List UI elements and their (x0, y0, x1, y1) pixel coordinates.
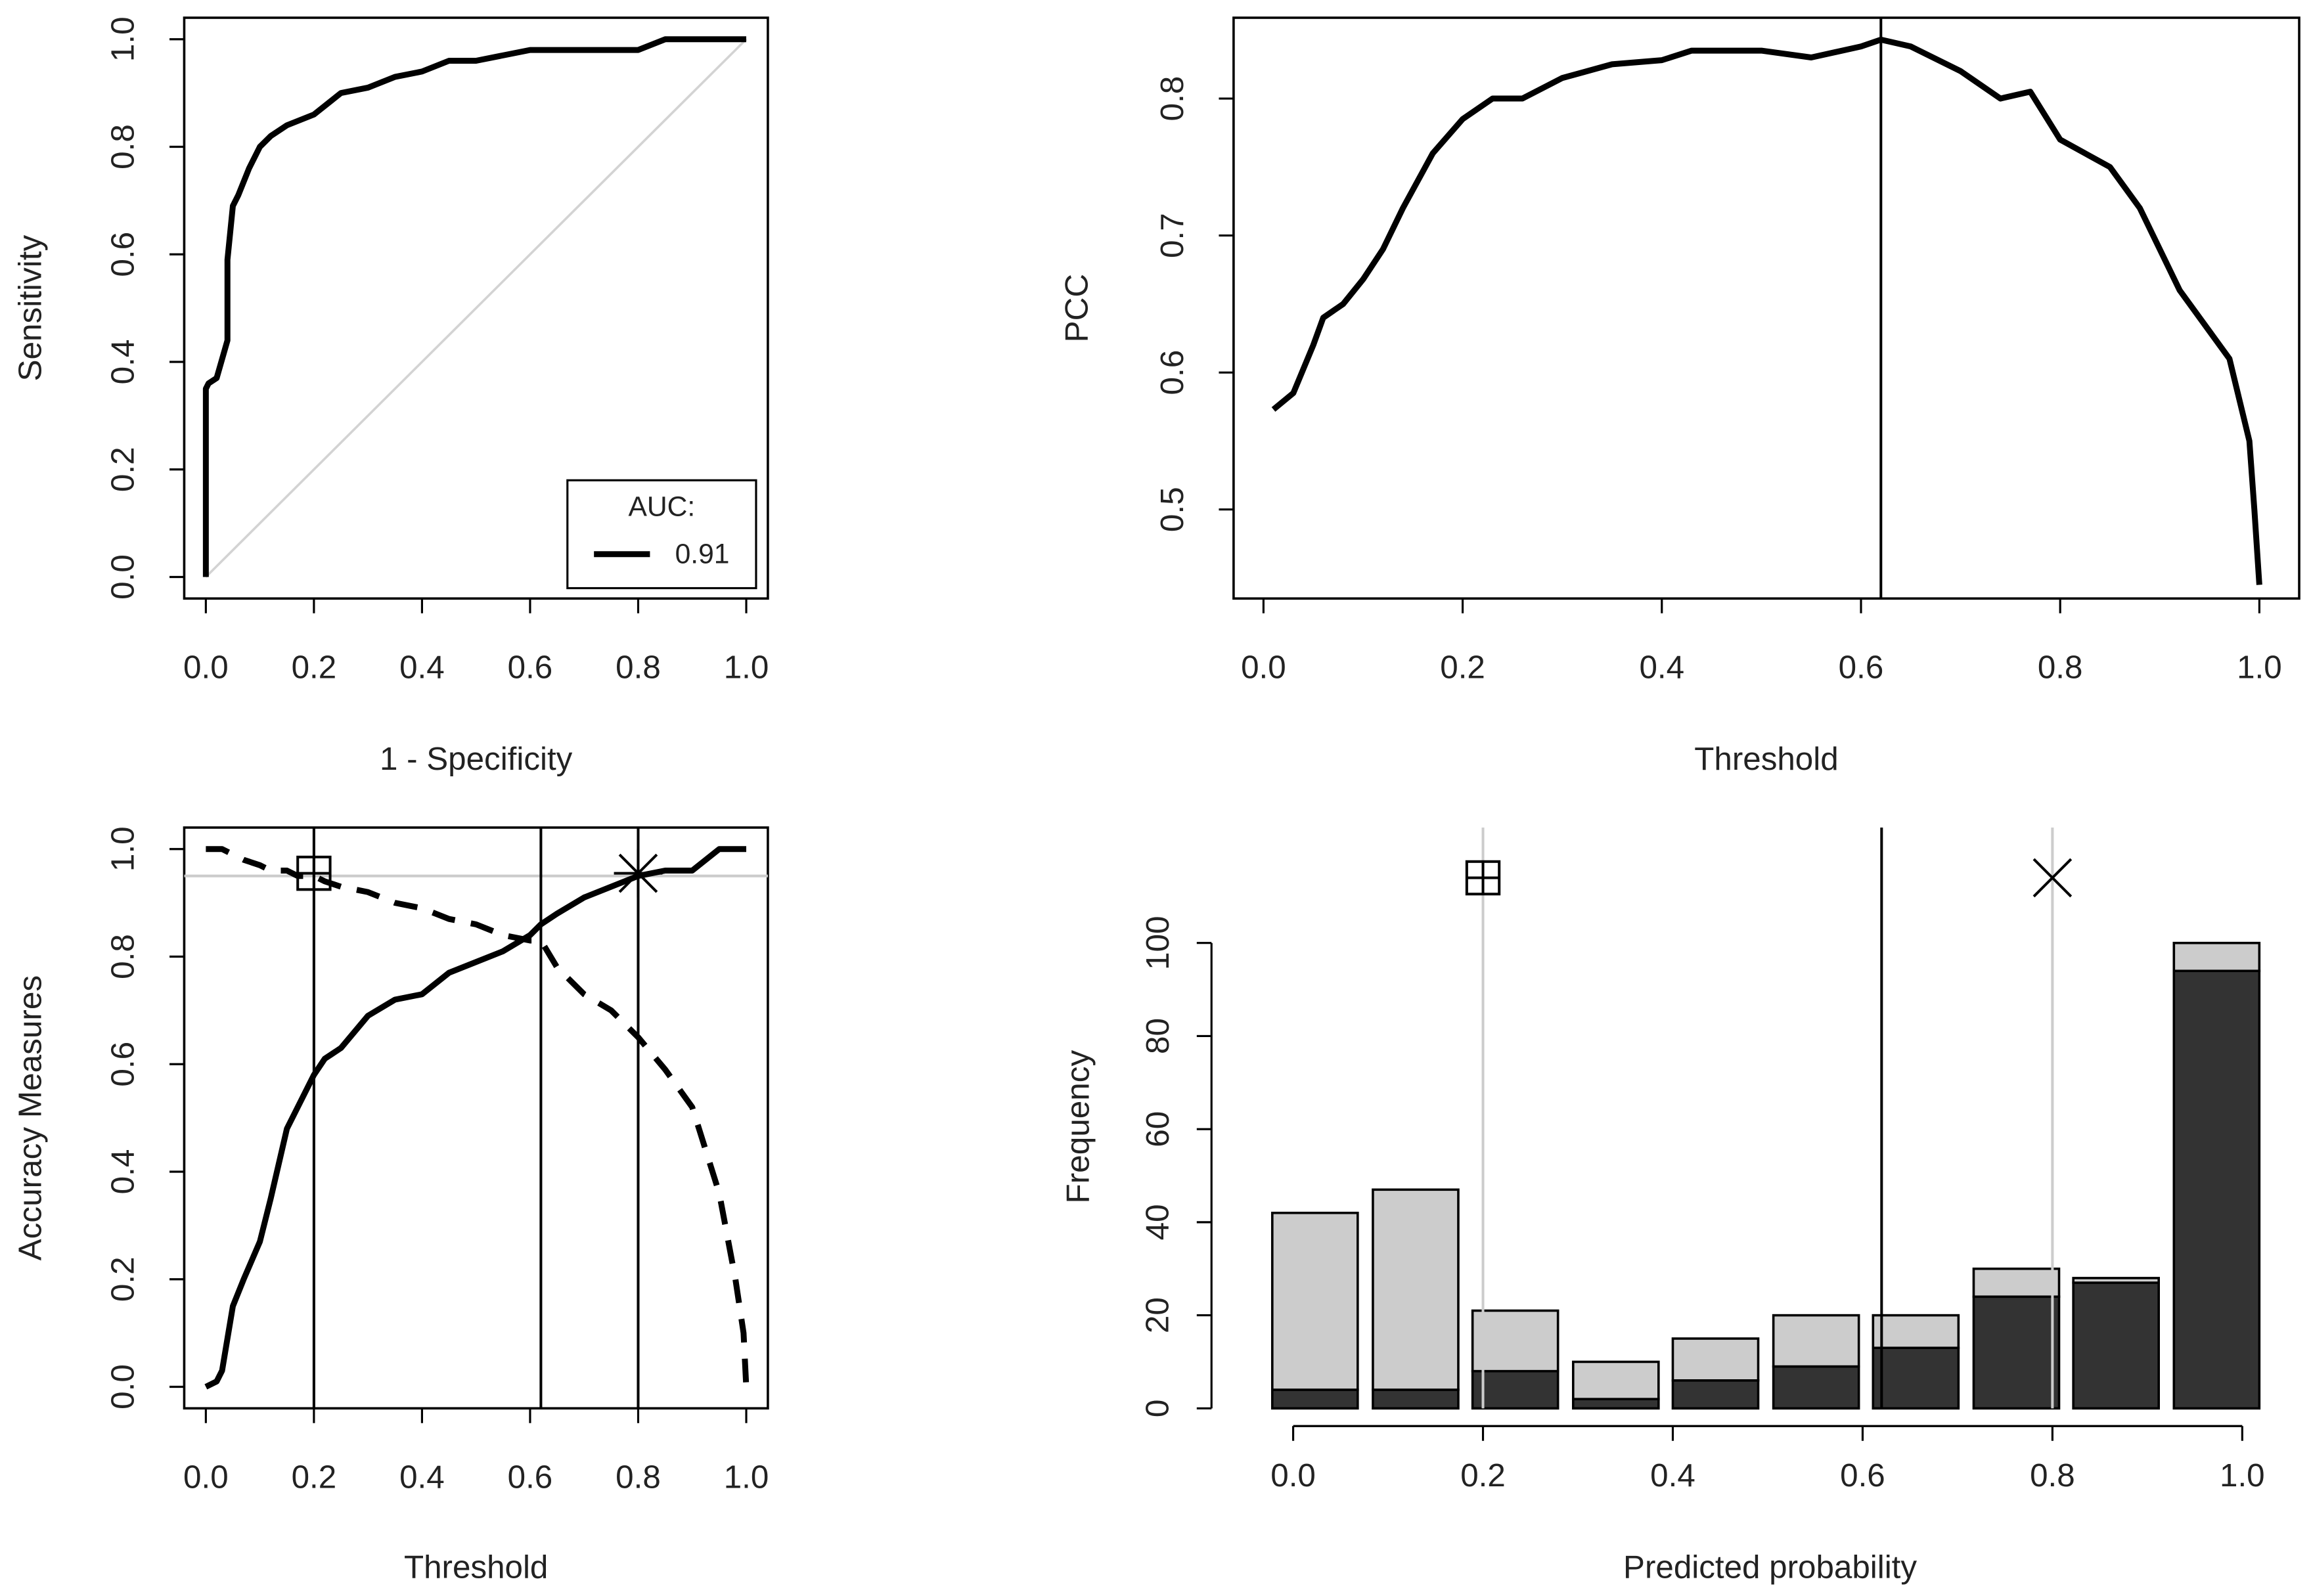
bar-segment (1671, 1337, 1760, 1382)
x-tick-label: 0.8 (2030, 1457, 2075, 1494)
plot-grid: 0.0 0.2 0.4 0.6 0.8 1.0 0.0 0.2 0.4 0.6 0.8 1.0 1 - … (12, 16, 2300, 1585)
x-tick-label: 1.0 (724, 649, 769, 685)
y-tick-label: 60 (1140, 1111, 1176, 1147)
x-tick-label: 0.0 (183, 649, 229, 685)
y-tick-label: 0.0 (105, 554, 141, 600)
plot-frame (183, 826, 769, 1410)
bar-segment (2172, 941, 2261, 973)
bar-segment (1972, 1267, 2061, 1298)
x-tick-label: 0.2 (292, 649, 337, 685)
y-tick-label: 0.7 (1154, 213, 1190, 258)
x-tick-label: 0.2 (1440, 649, 1485, 685)
y-axis-title: Frequency (1060, 1050, 1096, 1203)
x-axis-title: Predicted probability (1623, 1549, 1917, 1585)
y-tick-label: 1.0 (105, 826, 141, 872)
x-axis-title: 1 - Specificity (380, 741, 573, 777)
bar-segment (1372, 1388, 1460, 1410)
y-tick-label: 0.8 (105, 124, 141, 169)
panel: 0.0 0.2 0.4 0.6 0.8 1.0 0.0 0.2 0.4 0.6 0.8 1.0 1 - … (12, 16, 769, 777)
x-axis-title: Threshold (1694, 741, 1838, 777)
legend-box (566, 479, 757, 590)
bar-segment (1471, 1369, 1559, 1410)
y-tick-label: 40 (1140, 1204, 1176, 1240)
y-tick-label: 1.0 (105, 16, 141, 62)
bar-segment (1872, 1314, 1960, 1350)
data-line (206, 846, 750, 1387)
y-tick-label: 0.8 (1154, 76, 1190, 122)
y-tick-label: 0.8 (105, 934, 141, 979)
plot-frame (1232, 16, 2300, 600)
marker-plus (298, 856, 330, 890)
data-line (204, 846, 747, 1390)
bar-segment (1972, 1295, 2061, 1410)
y-tick-label: 100 (1140, 916, 1176, 970)
data-line (202, 36, 747, 577)
marker (2032, 858, 2073, 898)
data-line (1271, 36, 2262, 585)
marker (614, 849, 663, 898)
y-tick-label: 0.6 (105, 1042, 141, 1087)
y-tick-label: 0.0 (105, 1364, 141, 1409)
x-axis-title: Threshold (404, 1549, 548, 1585)
reference-diagonal (205, 38, 748, 578)
x-tick-label: 0.6 (508, 1459, 553, 1495)
bar-segment (2172, 969, 2261, 1410)
bar-segment (1872, 1346, 1960, 1410)
y-tick-label: 0.6 (1154, 350, 1190, 395)
x-tick-label: 0.4 (399, 1459, 445, 1495)
x-tick-label: 0.8 (616, 1459, 661, 1495)
bar-segment (1772, 1314, 1860, 1368)
y-tick-label: 0.2 (105, 447, 141, 492)
bar-segment (1372, 1188, 1460, 1391)
legend-label: 0.91 (675, 538, 730, 569)
x-tick-label: 0.2 (292, 1459, 337, 1495)
x-tick-label: 1.0 (2220, 1457, 2265, 1494)
bar-segment (1471, 1309, 1559, 1373)
y-tick-label: 20 (1140, 1297, 1176, 1333)
y-axis-title: PCC (1058, 274, 1094, 342)
x-tick-label: 0.0 (1241, 649, 1286, 685)
panel: 0.0 0.2 0.4 0.6 0.8 1.0 0.0 0.2 0.4 0.6 0.8 1.0 Thre… (12, 826, 769, 1585)
marker-plus (1466, 861, 1500, 895)
x-tick-label: 0.6 (508, 649, 553, 685)
bar-segment (1270, 1211, 1359, 1391)
bar-segment (1671, 1379, 1760, 1410)
y-tick-label: 0.5 (1154, 487, 1190, 532)
y-tick-label: 0.6 (105, 232, 141, 277)
x-tick-label: 0.0 (1270, 1457, 1316, 1494)
panel: 0.0 0.2 0.4 0.6 0.8 1.0 0 20 40 60 80 100 Predicted … (1060, 828, 2265, 1585)
y-tick-label: 0.2 (105, 1256, 141, 1302)
bar-segment (1571, 1360, 1660, 1400)
y-tick-label: 0.4 (105, 340, 141, 385)
panel: 0.0 0.2 0.4 0.6 0.8 1.0 0.5 0.6 0.7 0.8 Threshold P… (1058, 16, 2300, 777)
x-tick-label: 0.8 (2038, 649, 2083, 685)
y-tick-label: 80 (1140, 1018, 1176, 1054)
x-tick-label: 0.6 (1839, 649, 1884, 685)
bar-segment (1772, 1365, 1860, 1410)
x-tick-label: 0.6 (1840, 1457, 1885, 1494)
y-axis-title: Sensitivity (12, 234, 48, 381)
x-tick-label: 1.0 (2237, 649, 2282, 685)
x-tick-label: 0.0 (183, 1459, 229, 1495)
x-tick-label: 0.4 (1639, 649, 1684, 685)
x-tick-label: 0.4 (1650, 1457, 1695, 1494)
bar-segment (2072, 1277, 2160, 1284)
x-tick-label: 0.2 (1460, 1457, 1506, 1494)
y-tick-label: 0 (1140, 1400, 1176, 1418)
legend-title: AUC: (628, 491, 695, 522)
y-axis-title: Accuracy Measures (12, 975, 48, 1260)
x-tick-label: 0.4 (399, 649, 445, 685)
x-tick-label: 0.8 (616, 649, 661, 685)
bar-segment (1571, 1398, 1660, 1410)
bar-segment (1270, 1388, 1359, 1410)
y-tick-label: 0.4 (105, 1149, 141, 1195)
bar-segment (2072, 1281, 2160, 1410)
x-tick-label: 1.0 (724, 1459, 769, 1495)
